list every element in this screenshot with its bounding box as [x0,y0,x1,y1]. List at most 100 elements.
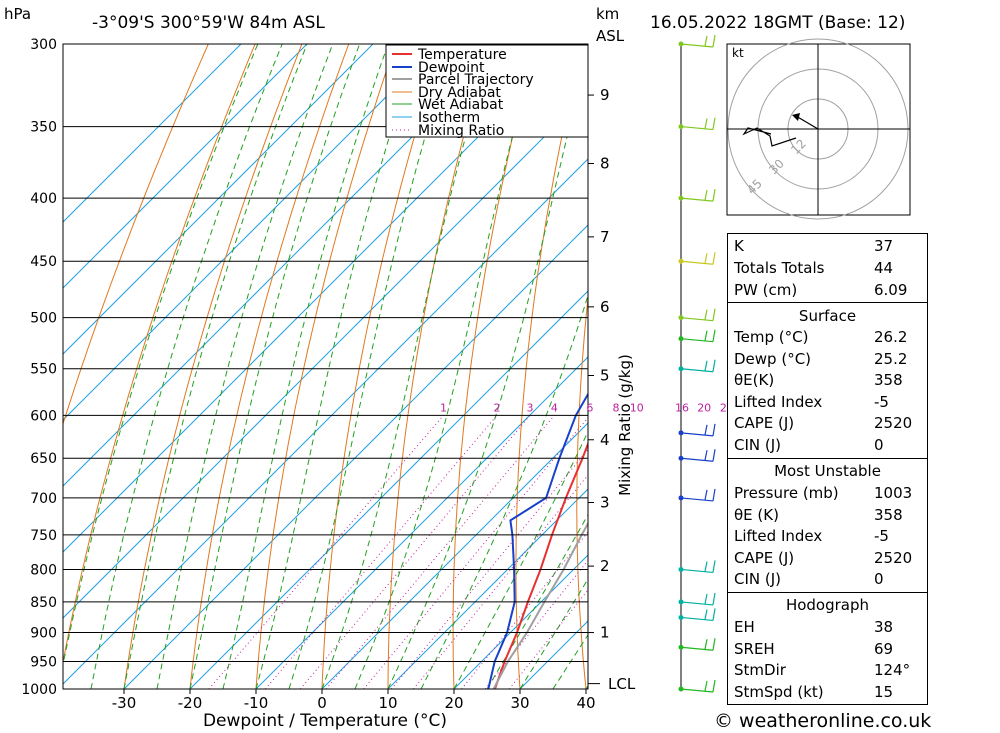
isotherm-line [63,44,374,355]
hodograph-trace [742,127,797,147]
isotherm-line [63,92,588,619]
wind-barb-flag [712,34,716,48]
temperature-tick-label: 20 [444,694,463,712]
wind-barb-dot [678,124,684,130]
storm-speed-value: 15 [874,683,894,701]
dry-adiabat-line [693,44,723,689]
wind-barb-staff [680,338,714,343]
isotherm-line [63,44,242,223]
surface-dewp-value: 25.2 [874,350,908,368]
mixing-ratio-line [325,415,555,689]
asl-label: ASL [596,27,625,45]
eh-label: EH [734,618,755,636]
hodograph-unit: kt [732,46,744,60]
km-tick-label: 7 [600,228,610,246]
wet-adiabat-line [453,430,588,689]
km-tick-label: 8 [600,155,610,173]
wind-barb-flag [704,253,708,264]
temperature-tick-label: -20 [178,694,203,712]
temperature-tick-label: 0 [317,694,327,712]
mixing-ratio-label: 20 [697,401,711,414]
isotherm-line [453,554,588,689]
wind-barb-flag [704,450,708,461]
surface-cin-value: 0 [874,436,884,454]
wet-adiabat-line [387,48,588,689]
legend: Temperature Dewpoint Parcel Trajectory D… [385,44,589,139]
pressure-tick-label: 300 [30,37,57,53]
dry-adiabat-line [636,44,676,689]
pressure-tick-label: 550 [30,362,57,378]
wind-barb-staff [680,601,714,606]
isotherm-line [321,422,588,689]
isotherm-line [63,44,506,487]
legend-label-parcel: Parcel Trajectory [418,72,534,88]
mu-li-value: -5 [874,527,889,545]
km-tick-label: 4 [600,431,610,449]
mixing-ratio-label: 2 [493,401,500,414]
location-title: -3°09'S 300°59'W 84m ASL [92,13,325,33]
lcl-label: LCL [608,675,636,693]
eh-value: 38 [874,618,894,636]
surface-temp-value: 26.2 [874,328,908,346]
pressure-tick-label: 600 [30,408,57,424]
copyright: © weatheronline.co.uk [714,710,932,732]
temperature-tick-label: 40 [576,694,595,712]
indices-panel: K 37 Totals Totals 44 PW (cm) 6.09 [727,233,928,303]
mu-cin-value: 0 [874,570,884,588]
wind-barb-flag [704,424,708,436]
wind-barb-staff [680,368,714,373]
pressure-tick-label: 700 [30,491,57,507]
wet-adiabat-line [123,44,308,689]
isotherm-line [63,44,308,289]
wind-barb-flag [704,330,708,341]
surface-dewp-label: Dewp (°C) [734,350,812,368]
mu-cape-value: 2520 [874,549,913,567]
temperature-tick-label: 10 [378,694,397,712]
wind-barb-flag [704,190,708,201]
datetime-title: 16.05.2022 18GMT (Base: 12) [650,13,905,33]
isotherm-line [387,488,588,689]
storm-dir-value: 124° [874,661,911,679]
wind-barb-flag [704,680,708,692]
storm-speed-label: StmSpd (kt) [734,683,824,701]
storm-motion-vector [795,115,819,130]
sreh-label: SREH [734,640,775,658]
wind-barb-flag [712,449,716,462]
mixing-ratio-label: 6 [586,401,593,414]
pressure-tick-label: 1000 [21,682,57,698]
dry-adiabat-line [452,44,537,689]
mu-cape-label: CAPE (J) [734,549,795,567]
wind-barb-flag [712,423,716,437]
k-index-label: K [734,237,744,255]
axis-labels: 1234681016202530035040045050055060065070… [21,37,733,712]
surface-panel: Surface Temp (°C) 26.2 Dewp (°C) 25.2 θE(K… [727,302,928,459]
wind-barb-staff [680,688,714,693]
mixing-ratio-label: 8 [612,401,619,414]
km-tick-label: 6 [600,298,610,316]
legend-label-temperature: Temperature [417,47,507,63]
temperature-tick-label: -10 [244,694,269,712]
pressure-tick-label: 450 [30,254,57,270]
wind-barb-flag [712,638,716,651]
mixing-ratio-label: 4 [551,401,558,414]
km-tick-label: 5 [600,366,610,384]
wind-barb-flag [704,118,708,129]
pressure-tick-label: 750 [30,528,57,544]
wind-barb-staff [680,646,714,651]
wind-barb-flag [712,679,716,693]
storm-dir-label: StmDir [734,661,786,679]
mu-li-label: Lifted Index [734,527,823,545]
wet-adiabat-line [189,44,361,689]
wind-barb-flag [704,35,708,47]
wind-barb-flag [712,592,716,606]
wind-barb-staff [680,125,714,131]
pressure-tick-label: 500 [30,311,57,327]
hodograph-stats-title: Hodograph [785,596,870,614]
surface-li-value: -5 [874,393,889,411]
most-unstable-panel: Most Unstable Pressure (mb) 1003 θE (K) 35… [727,458,928,593]
wet-adiabat-line [288,44,454,689]
legend-label-mixing-ratio: Mixing Ratio [418,123,504,139]
dry-adiabat-line [123,44,303,689]
wind-barb-staff [680,197,714,202]
